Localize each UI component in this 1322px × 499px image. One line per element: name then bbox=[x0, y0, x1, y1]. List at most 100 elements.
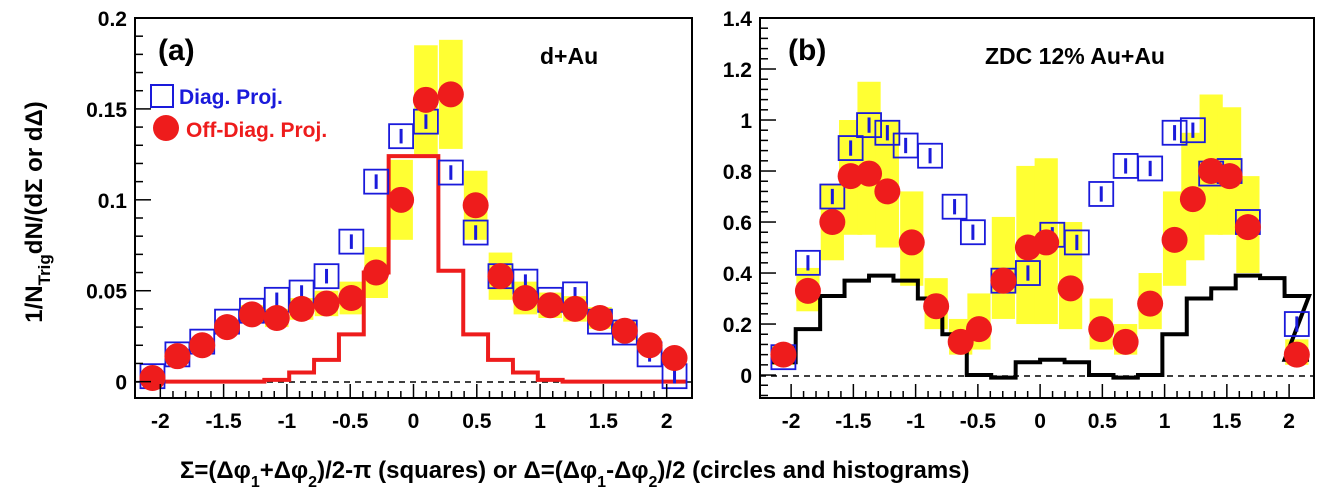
x-tick-label: -1 bbox=[278, 410, 297, 433]
y-tick-label: 0 bbox=[115, 372, 127, 395]
y-tick-label: 0 bbox=[740, 365, 752, 388]
data-point-circle bbox=[1088, 316, 1115, 343]
x-label-s3: 1 bbox=[597, 474, 606, 491]
data-point-circle bbox=[1283, 341, 1310, 368]
data-point-circle bbox=[313, 290, 340, 317]
y-tick-label: 0.15 bbox=[86, 99, 127, 122]
a-legend: Diag. Proj. Off-Diag. Proj. bbox=[150, 84, 327, 142]
x-tick-label: 1.5 bbox=[1212, 410, 1242, 433]
data-point-circle bbox=[898, 229, 925, 256]
data-point-circle bbox=[636, 332, 663, 359]
data-point-circle bbox=[164, 343, 191, 370]
b-y-ticks: 0 0.2 0.4 0.6 0.8 1 1.2 1.4 bbox=[723, 8, 776, 397]
x-tick-label: 1 bbox=[1159, 410, 1171, 433]
x-label-p1: Σ=(Δφ bbox=[180, 457, 251, 484]
data-point-circle bbox=[214, 314, 241, 341]
a-frame bbox=[134, 17, 693, 399]
legend-square-marker bbox=[150, 84, 174, 108]
data-point-square bbox=[313, 263, 340, 290]
x-tick-label: -0.5 bbox=[332, 410, 369, 433]
data-point-square bbox=[959, 219, 986, 246]
data-point-square bbox=[462, 219, 489, 246]
data-point-circle bbox=[363, 259, 390, 286]
x-label-p5: )/2 (circles and histograms) bbox=[657, 457, 969, 484]
data-point-circle bbox=[794, 277, 821, 304]
a-histogram bbox=[140, 154, 687, 384]
data-point-square bbox=[363, 168, 390, 195]
x-tick-label: 1.5 bbox=[589, 410, 619, 433]
data-point-circle bbox=[1234, 214, 1261, 241]
data-point-square bbox=[795, 249, 821, 276]
data-point-square bbox=[917, 142, 943, 169]
data-point-circle bbox=[388, 186, 415, 213]
data-point-circle bbox=[1161, 226, 1188, 253]
b-frame bbox=[759, 17, 1315, 399]
x-tick-label: 1 bbox=[534, 410, 546, 433]
y-label-sub: Trig bbox=[35, 254, 54, 285]
data-point-circle bbox=[462, 192, 489, 219]
data-point-circle bbox=[412, 86, 439, 113]
x-tick-label: 0.5 bbox=[462, 410, 492, 433]
x-tick-label: 0.5 bbox=[1088, 410, 1118, 433]
x-tick-label: -1.5 bbox=[206, 410, 243, 433]
a-x-ticks: -2 -1.5 -1 -0.5 0 0.5 1 1.5 2 bbox=[151, 384, 673, 433]
data-point-circle bbox=[874, 178, 901, 205]
b-panel-label: (b) bbox=[788, 34, 826, 67]
data-point-circle bbox=[661, 345, 688, 371]
legend-circle-marker bbox=[153, 115, 179, 141]
a-system-label: d+Au bbox=[540, 43, 598, 69]
x-tick-label: -1 bbox=[906, 410, 925, 433]
data-point-square bbox=[1063, 229, 1090, 256]
data-point-square bbox=[837, 135, 864, 161]
data-point-circle bbox=[338, 285, 365, 311]
y-tick-label: 0.2 bbox=[723, 314, 752, 337]
x-label-p4: -Δφ bbox=[606, 457, 648, 484]
data-point-circle bbox=[189, 332, 216, 359]
data-point-circle bbox=[586, 305, 613, 331]
legend-squares-label: Diag. Proj. bbox=[179, 86, 283, 109]
data-point-circle bbox=[238, 301, 265, 328]
data-point-circle bbox=[965, 316, 992, 343]
data-point-circle bbox=[288, 295, 315, 322]
x-tick-label: 0 bbox=[1034, 410, 1046, 433]
x-tick-label: -2 bbox=[151, 410, 170, 433]
y-tick-label: 1 bbox=[740, 110, 752, 133]
data-point-square bbox=[1015, 260, 1041, 286]
data-point-square bbox=[1161, 119, 1188, 146]
data-point-circle bbox=[856, 160, 883, 187]
data-point-circle bbox=[819, 209, 846, 236]
data-point-circle bbox=[1179, 186, 1206, 213]
data-point-circle bbox=[537, 292, 564, 319]
x-tick-label: 2 bbox=[661, 410, 673, 433]
y-label-rest: dN/(dΣ or dΔ) bbox=[21, 101, 48, 254]
data-point-circle bbox=[1216, 163, 1243, 190]
y-tick-label: 0.4 bbox=[723, 263, 753, 286]
data-point-square bbox=[437, 159, 464, 186]
a-panel-label: (a) bbox=[158, 34, 195, 67]
data-point-circle bbox=[947, 328, 974, 355]
y-tick-label: 1.2 bbox=[723, 59, 752, 82]
data-point-circle bbox=[1033, 229, 1060, 256]
b-circles bbox=[770, 158, 1310, 368]
data-point-circle bbox=[1137, 290, 1164, 317]
x-label-p3: )/2-π (squares) or Δ=(Δφ bbox=[317, 457, 597, 484]
data-point-square bbox=[819, 183, 846, 210]
x-tick-label: -2 bbox=[782, 410, 801, 433]
a-squares bbox=[139, 108, 688, 390]
y-label-main: 1/N bbox=[21, 285, 48, 322]
y-tick-label: 1.4 bbox=[723, 8, 753, 31]
data-point-square bbox=[1112, 153, 1139, 179]
data-point-circle bbox=[1112, 328, 1139, 355]
x-tick-label: 0 bbox=[408, 410, 420, 433]
data-point-square bbox=[388, 123, 414, 150]
data-point-circle bbox=[487, 263, 514, 290]
y-tick-label: 0.6 bbox=[723, 212, 752, 235]
a-circles bbox=[139, 81, 688, 391]
b-system-label: ZDC 12% Au+Au bbox=[985, 43, 1165, 69]
b-x-ticks: -2 -1.5 -1 -0.5 0 0.5 1 1.5 2 bbox=[782, 384, 1295, 433]
x-axis-label: Σ=(Δφ1+Δφ2)/2-π (squares) or Δ=(Δφ1-Δφ2)… bbox=[180, 457, 970, 491]
y-tick-label: 0.8 bbox=[723, 161, 753, 184]
data-point-square bbox=[1179, 117, 1206, 144]
x-tick-label: -0.5 bbox=[960, 410, 997, 433]
